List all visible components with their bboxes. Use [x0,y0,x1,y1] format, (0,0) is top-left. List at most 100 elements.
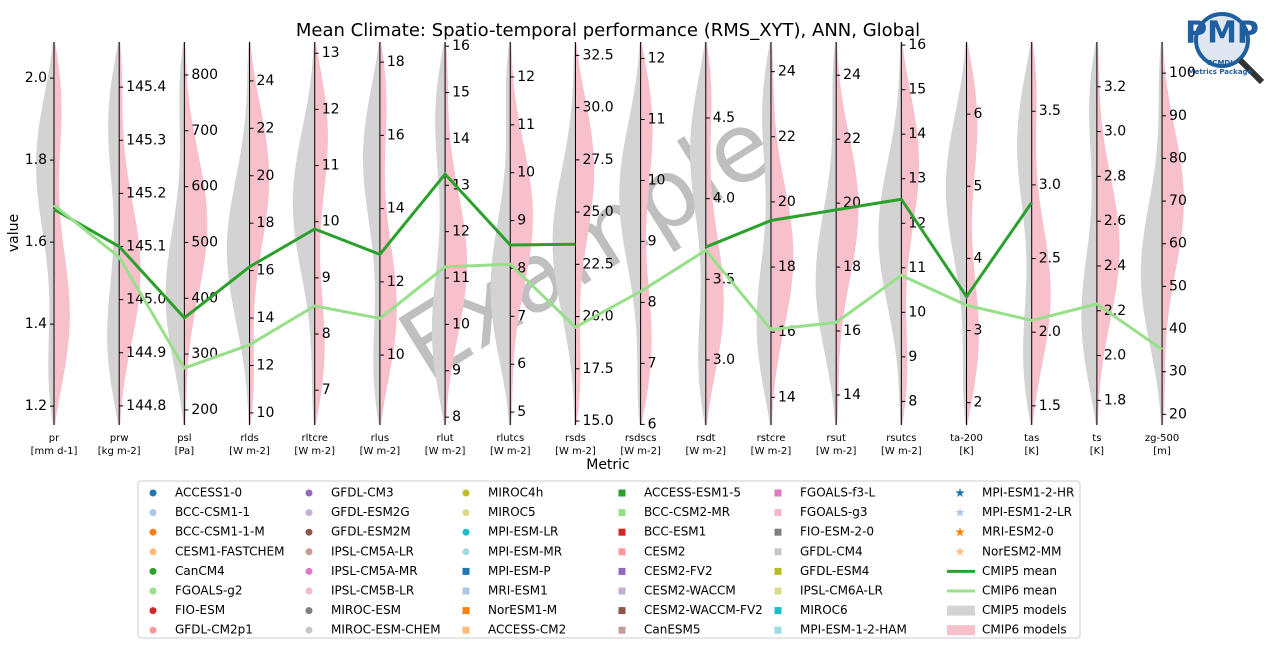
y-tick-label: 18 [387,54,405,70]
y-tick-label: 2.0 [25,70,47,86]
y-tick-label: 6 [648,416,657,432]
y-tick-label: 16 [908,37,926,53]
legend-patch [947,605,975,616]
violin [619,42,641,425]
legend-label: CMIP5 models [982,603,1067,617]
legend-marker [462,567,470,575]
legend-marker [955,488,965,498]
legend-label: GFDL-CM2p1 [175,623,253,637]
y-tick-label: 2.2 [1104,303,1126,319]
violin [184,42,208,425]
axis-unit: [m] [1153,446,1171,457]
legend-label: MPI-ESM1-2-LR [982,505,1072,519]
violin [552,42,576,425]
legend-label: GFDL-ESM2G [331,505,410,519]
y-tick-label: 14 [452,131,470,147]
y-tick-label: 90 [1169,108,1187,124]
y-tick-label: 9 [648,233,657,249]
axis-name: rlut [437,433,454,444]
violin [756,42,771,425]
violin [165,42,185,425]
y-tick-label: 5 [517,404,526,420]
y-tick-label: 9 [322,270,331,286]
legend-marker [149,567,157,575]
legend-marker [305,509,313,517]
legend-label: ACCESS-CM2 [488,623,566,637]
axis-unit: [kg m-2] [98,446,141,457]
x-axis-title: Metric [586,457,630,473]
y-tick-label: 500 [191,234,218,250]
axis-unit: [W m-2] [686,446,727,457]
violin [575,42,595,425]
mean-line [53,171,1033,320]
y-tick-label: 12 [387,274,405,290]
y-tick-label: 12 [452,224,470,240]
y-tick-label: 11 [322,158,340,174]
y-tick-label: 2.8 [1104,168,1126,184]
legend-label: BCC-CSM1-1-M [175,525,265,539]
y-tick-label: 14 [387,201,405,217]
y-tick-label: 8 [322,326,331,342]
y-tick-label: 10 [257,405,275,421]
y-tick-label: 3.5 [713,271,735,287]
y-tick-label: 22 [778,129,796,145]
legend-marker [305,587,313,595]
mean-line [53,204,1163,370]
legend-label: IPSL-CM5B-LR [331,584,414,598]
legend-marker [774,509,782,517]
legend-marker [462,509,470,517]
legend-box [137,480,1081,639]
y-tick-label: 4 [974,250,983,266]
y-tick-label: 8 [648,294,657,310]
y-tick-label: 10 [908,304,926,320]
y-tick-label: 145.4 [126,79,166,95]
legend-label: ACCESS1-0 [175,486,242,500]
y-tick-label: 7 [517,308,526,324]
legend-marker [955,507,965,517]
y-tick-label: 2.0 [1104,348,1126,364]
y-tick-label: 6 [974,106,983,122]
y-tick-label: 1.4 [25,316,47,332]
legend-marker [462,587,470,595]
axis-name: ta-200 [950,433,983,444]
y-tick-label: 144.9 [126,345,166,361]
y-tick-label: 13 [908,171,926,187]
axis-name: zg-500 [1145,433,1179,444]
y-tick-label: 145.2 [126,185,166,201]
y-tick-label: 15 [908,82,926,98]
y-tick-label: 11 [517,117,535,133]
y-tick-label: 22 [257,120,275,136]
y-tick-label: 2.0 [1039,324,1061,340]
y-tick-label: 9 [517,213,526,229]
y-tick-label: 24 [257,73,275,89]
y-tick-label: 14 [257,310,275,326]
y-tick-label: 50 [1169,278,1187,294]
y-tick-label: 8 [908,393,917,409]
y-tick-label: 10 [452,316,470,332]
legend-marker [774,567,782,575]
legend-marker [305,489,313,497]
legend-label: MIROC-ESM [331,603,401,617]
y-tick-label: 3 [974,323,983,339]
axis-unit: [K] [1025,446,1039,457]
y-tick-label: 16 [387,127,405,143]
legend-label: GFDL-CM3 [331,486,394,500]
violin [690,42,706,425]
y-tick-label: 14 [843,387,861,403]
y-tick-label: 100 [1169,65,1196,81]
y-tick-label: 3.0 [1039,177,1061,193]
legend-label: CanCM4 [175,564,225,578]
violin [54,42,70,425]
y-tick-label: 700 [191,123,218,139]
y-tick-label: 22.5 [582,256,613,272]
y-tick-label: 13 [322,45,340,61]
y-tick-label: 10 [648,172,666,188]
violin [36,42,54,425]
legend-marker [774,607,782,615]
logo: PMP PCMDI Metrics Package [1185,12,1265,85]
legend-label: MIROC5 [488,505,536,519]
legend-label: CMIP6 models [982,623,1067,637]
legend-label: IPSL-CM5A-MR [331,564,418,578]
y-tick-label: 24 [843,67,861,83]
legend-label: GFDL-ESM2M [331,525,411,539]
